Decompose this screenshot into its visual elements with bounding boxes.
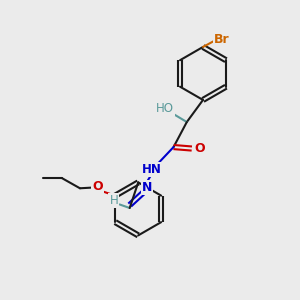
Text: HO: HO [156, 102, 174, 115]
Text: HN: HN [142, 163, 162, 176]
Text: O: O [92, 180, 103, 193]
Text: N: N [142, 182, 152, 194]
Text: H: H [110, 194, 118, 207]
Text: O: O [194, 142, 205, 155]
Text: Br: Br [214, 33, 230, 46]
